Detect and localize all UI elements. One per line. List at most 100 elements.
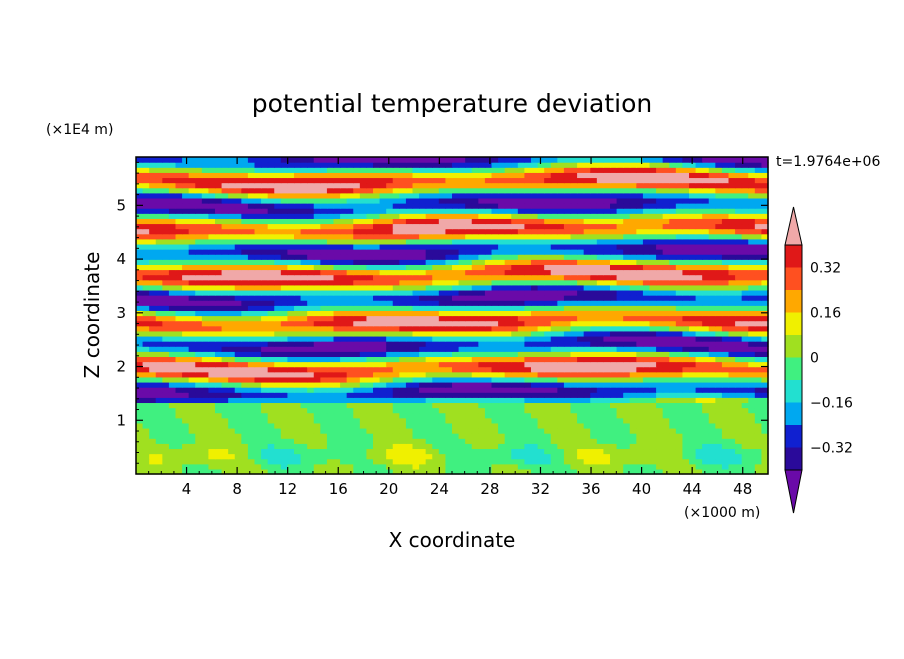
contour-cell — [399, 356, 407, 363]
contour-cell — [498, 417, 506, 424]
contour-cell — [715, 325, 723, 332]
contour-cell — [682, 223, 690, 230]
contour-cell — [280, 208, 289, 214]
contour-cell — [168, 346, 177, 352]
contour-cell — [504, 223, 512, 230]
contour-cell — [721, 330, 730, 337]
contour-cell — [228, 305, 236, 311]
contour-cell — [583, 254, 591, 260]
contour-cell — [471, 264, 479, 271]
contour-cell — [366, 392, 374, 398]
contour-cell — [267, 305, 275, 311]
contour-cell — [583, 341, 591, 347]
contour-cell — [524, 387, 532, 393]
contour-cell — [438, 274, 447, 281]
contour-cell — [280, 243, 289, 250]
contour-cell — [405, 228, 414, 235]
contour-cell — [195, 448, 203, 455]
contour-cell — [741, 387, 749, 393]
contour-cell — [695, 402, 703, 409]
contour-cell — [425, 315, 433, 322]
contour-cell — [359, 381, 368, 388]
contour-cell — [761, 463, 769, 470]
contour-cell — [537, 208, 545, 214]
contour-cell — [596, 289, 605, 296]
contour-cell — [636, 223, 644, 230]
contour-cell — [155, 402, 163, 409]
contour-cell — [326, 315, 335, 322]
contour-cell — [498, 330, 506, 337]
contour-cell — [340, 233, 348, 240]
contour-cell — [471, 325, 479, 332]
contour-cell — [445, 269, 453, 276]
contour-cell — [280, 259, 289, 265]
contour-cell — [702, 356, 710, 363]
contour-cell — [215, 325, 223, 332]
contour-cell — [675, 453, 684, 460]
contour-cell — [333, 422, 341, 429]
contour-cell — [155, 433, 163, 439]
contour-cell — [432, 448, 440, 455]
contour-cell — [629, 279, 637, 286]
contour-cell — [610, 417, 618, 424]
contour-cell — [524, 351, 532, 358]
contour-cell — [168, 264, 177, 271]
contour-cell — [728, 351, 736, 358]
contour-cell — [267, 264, 275, 271]
contour-cell — [544, 213, 552, 219]
contour-cell — [366, 284, 374, 291]
contour-cell — [741, 397, 749, 404]
contour-cell — [247, 453, 256, 460]
contour-cell — [353, 305, 361, 311]
contour-cell — [629, 443, 637, 450]
contour-cell — [201, 402, 210, 409]
contour-cell — [267, 254, 275, 260]
contour-cell — [754, 366, 763, 373]
contour-cell — [616, 468, 624, 475]
contour-cell — [241, 254, 249, 260]
contour-cell — [682, 305, 690, 311]
contour-cell — [313, 223, 321, 230]
contour-cell — [478, 295, 486, 301]
contour-cell — [471, 361, 479, 368]
contour-cell — [471, 310, 479, 317]
contour-cell — [761, 335, 769, 342]
contour-cell — [175, 422, 183, 429]
contour-cell — [656, 315, 664, 322]
contour-cell — [168, 233, 177, 240]
contour-cell — [300, 392, 308, 398]
contour-cell — [313, 366, 321, 373]
contour-cell — [537, 381, 545, 388]
contour-cell — [478, 233, 486, 240]
contour-cell — [188, 433, 196, 439]
contour-cell — [715, 259, 723, 265]
contour-cell — [162, 238, 170, 245]
contour-cell — [234, 254, 242, 260]
contour-cell — [162, 458, 170, 465]
contour-cell — [669, 289, 677, 296]
contour-cell — [583, 320, 591, 327]
contour-cell — [563, 269, 572, 276]
contour-cell — [524, 335, 532, 342]
contour-cell — [228, 463, 236, 470]
contour-cell — [577, 361, 585, 368]
contour-cell — [195, 417, 203, 424]
contour-cell — [715, 238, 723, 245]
contour-cell — [425, 208, 433, 214]
contour-cell — [577, 438, 585, 444]
contour-cell — [241, 330, 249, 337]
contour-cell — [754, 448, 763, 455]
contour-cell — [511, 407, 519, 414]
contour-cell — [366, 458, 374, 465]
contour-cell — [261, 213, 269, 219]
contour-cell — [511, 438, 519, 444]
contour-cell — [261, 289, 269, 296]
contour-cell — [695, 356, 703, 363]
contour-cell — [498, 443, 506, 450]
contour-cell — [570, 233, 578, 240]
contour-cell — [405, 284, 414, 291]
contour-cell — [662, 417, 670, 424]
contour-cell — [596, 295, 605, 301]
contour-cell — [590, 458, 598, 465]
contour-cell — [511, 228, 519, 235]
